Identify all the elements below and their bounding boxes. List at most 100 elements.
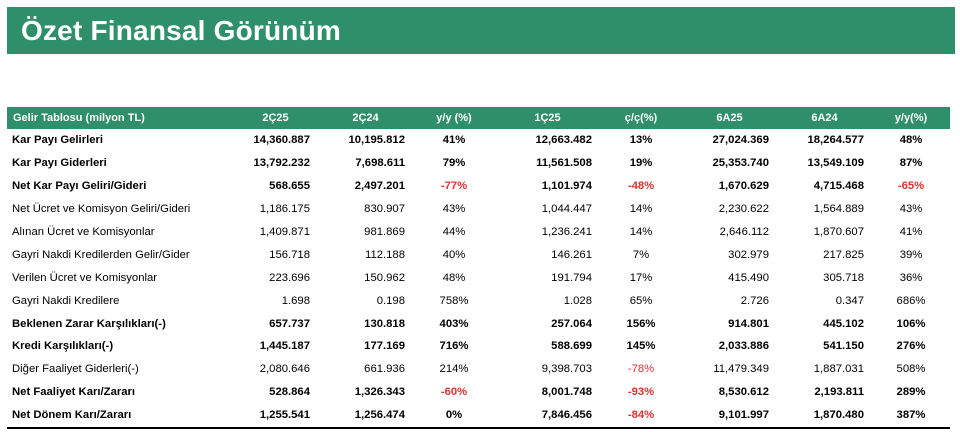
table-cell: 7,846.456 <box>495 403 600 429</box>
table-cell: 1,186.175 <box>259 203 310 216</box>
table-row: Net Faaliyet Karı/Zararı 528.864 1,326.343… <box>7 381 950 404</box>
table-cell: 14% <box>629 203 653 216</box>
table-cell: 8,530.612 <box>718 386 769 399</box>
table-cell: 1,255.541 <box>233 403 318 429</box>
table-cell: 1,409.871 <box>259 226 310 238</box>
column-header: 1Ç25 <box>495 107 600 129</box>
table-cell: 4,715.468 <box>813 180 864 193</box>
table-cell: 276% <box>896 340 926 353</box>
table-row: Diğer Faaliyet Giderleri(-) 2,080.646 661.… <box>7 358 950 381</box>
row-label: Net Kar Payı Geliri/Gideri <box>12 180 147 193</box>
column-header: 6A25 <box>682 107 777 129</box>
table-cell: 1,564.889 <box>813 203 864 216</box>
table-cell: 445.102 <box>823 317 864 330</box>
column-header: 6A24 <box>777 107 872 129</box>
row-label: Kredi Karşılıkları(-) <box>12 340 114 353</box>
row-label: Net Ücret ve Komisyon Geliri/Gideri <box>12 203 191 216</box>
table-cell: 2,033.886 <box>718 340 769 353</box>
table-cell: 541.150 <box>823 340 864 353</box>
table-cell: 11,561.508 <box>536 157 592 170</box>
table-header-row: Gelir Tablosu (milyon TL) 2Ç25 2Ç24 y/y (%)… <box>7 107 950 129</box>
table-row: Verilen Ücret ve Komisyonlar 223.696 150.9… <box>7 266 950 289</box>
table-cell: 48% <box>899 134 923 147</box>
table-cell: 25,353.740 <box>712 157 769 170</box>
row-label: Beklenen Zarar Karşılıkları(-) <box>12 317 166 330</box>
column-header: y/y(%) <box>872 107 950 129</box>
table-cell: 9,398.703 <box>541 363 592 376</box>
table-cell: 981.869 <box>364 226 405 238</box>
table-row: Gayri Nakdi Kredilere 1.698 0.198 758% 1.028… <box>7 289 950 312</box>
table-cell: 568.655 <box>269 180 310 193</box>
table-cell: 387% <box>872 403 950 429</box>
table-cell: 0% <box>413 403 495 429</box>
table-cell: 257.064 <box>551 317 592 330</box>
row-label: Net Dönem Karı/Zararı <box>7 403 233 429</box>
table-cell: 11,479.349 <box>713 363 769 376</box>
table-cell: -77% <box>440 180 468 193</box>
table-cell: -93% <box>627 386 655 399</box>
column-header: 2Ç24 <box>318 107 413 129</box>
table-row: Alınan Ücret ve Komisyonlar 1,409.871 981.… <box>7 221 950 244</box>
table-cell: 7,698.611 <box>355 157 405 170</box>
table-cell: 48% <box>442 271 466 284</box>
table-cell: -60% <box>440 386 468 399</box>
table-cell: 588.699 <box>551 340 592 353</box>
table-cell: 17% <box>629 271 653 284</box>
table-cell: 146.261 <box>551 248 592 261</box>
table-cell: 41% <box>442 134 466 147</box>
table-cell: 44% <box>442 226 466 238</box>
table-cell: 1.698 <box>281 294 310 307</box>
table-cell: 150.962 <box>364 271 405 284</box>
column-header: ç/ç(%) <box>600 107 682 129</box>
table-cell: 289% <box>896 386 926 399</box>
table-cell: 191.794 <box>551 271 592 284</box>
table-cell: 0.347 <box>835 294 864 307</box>
table-cell: 145% <box>626 340 656 353</box>
page-title: Özet Finansal Görünüm <box>21 15 342 46</box>
table-cell: 2,497.201 <box>354 180 405 193</box>
column-header: Gelir Tablosu (milyon TL) <box>7 107 233 129</box>
table-cell: 508% <box>896 363 926 376</box>
table-cell: 1,887.031 <box>813 363 864 376</box>
column-header: 2Ç25 <box>233 107 318 129</box>
table-cell: 10,195.812 <box>348 134 405 147</box>
table-cell: 40% <box>442 248 466 261</box>
table-cell: 716% <box>439 340 469 353</box>
table-cell: 2,646.112 <box>719 226 769 238</box>
table-cell: 65% <box>629 294 653 307</box>
table-cell: -48% <box>627 180 655 193</box>
table-cell: 415.490 <box>728 271 769 284</box>
table-row: Net Kar Payı Geliri/Gideri 568.655 2,497.2… <box>7 175 950 198</box>
table-cell: 8,001.748 <box>541 386 592 399</box>
table-cell: 2,230.622 <box>718 203 769 216</box>
table-cell: 1,445.187 <box>259 340 310 353</box>
table-cell: 13,792.232 <box>253 157 310 170</box>
table-cell: 217.825 <box>823 248 864 261</box>
table-cell: 1,870.480 <box>777 403 872 429</box>
table-cell: 36% <box>899 271 923 284</box>
table-row: Kar Payı Giderleri 13,792.232 7,698.611 79%… <box>7 152 950 175</box>
row-label: Kar Payı Gelirleri <box>12 134 104 147</box>
table-cell: 1,670.629 <box>718 180 769 193</box>
table-row: Kredi Karşılıkları(-) 1,445.187 177.169 716… <box>7 335 950 358</box>
table-cell: 18,264.577 <box>807 134 864 147</box>
table-cell: 9,101.997 <box>682 403 777 429</box>
row-label: Gayri Nakdi Kredilerden Gelir/Gider <box>12 248 190 261</box>
table-cell: 1,256.474 <box>318 403 413 429</box>
table-cell: 2,193.811 <box>814 386 864 399</box>
table-cell: 7% <box>632 248 650 261</box>
table-cell: 27,024.369 <box>712 134 769 147</box>
row-label: Alınan Ücret ve Komisyonlar <box>12 226 155 238</box>
table-cell: 1,044.447 <box>541 203 592 216</box>
table-cell: 2,080.646 <box>259 363 310 376</box>
table-cell: 758% <box>439 294 469 307</box>
table-cell: 305.718 <box>823 271 864 284</box>
table-cell: 87% <box>899 157 923 170</box>
table-cell: 43% <box>442 203 466 216</box>
table-cell: 528.864 <box>269 386 310 399</box>
table-cell: 43% <box>899 203 923 216</box>
table-cell: 1,236.241 <box>541 226 592 238</box>
table-cell: 1.028 <box>563 294 592 307</box>
table-cell: 1,101.974 <box>541 180 592 193</box>
income-statement-table: Gelir Tablosu (milyon TL) 2Ç25 2Ç24 y/y (%)… <box>7 107 950 429</box>
